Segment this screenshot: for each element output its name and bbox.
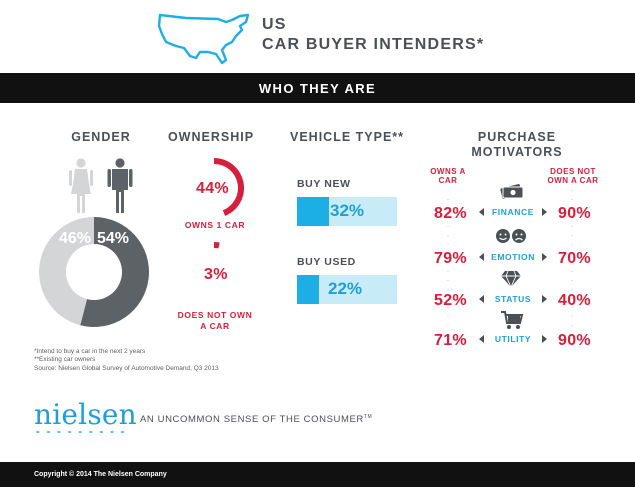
cart-icon — [500, 310, 524, 335]
diamond-icon — [500, 270, 522, 293]
motivators-title-line-1: PURCHASE — [477, 130, 557, 144]
left-arrow-icon — [479, 208, 484, 216]
us-map-outline-icon — [157, 13, 250, 65]
motivator-label: UTILITY — [494, 334, 532, 344]
owns-car-arc-segment — [214, 158, 245, 216]
footer-bar — [0, 462, 635, 487]
trademark: TM — [363, 414, 373, 420]
footnote-1: *Intend to buy a car in the next 2 years — [34, 348, 146, 355]
copyright: Copyright © 2014 The Nielsen Company — [34, 471, 167, 478]
buy-new-value: 32% — [330, 201, 365, 220]
tagline-text: AN UNCOMMON SENSE OF THE CONSUMER — [140, 414, 364, 425]
tagline: AN UNCOMMON SENSE OF THE CONSUMERTM — [140, 414, 372, 425]
faces-icon — [494, 228, 528, 249]
buy-new-label: BUY NEW — [297, 178, 351, 190]
buy-used-value: 22% — [328, 279, 363, 298]
gender-slice-0 — [39, 217, 94, 326]
banner-title: WHO THEY ARE — [258, 81, 377, 96]
banner — [0, 73, 635, 103]
owns-car-value: 52% — [434, 292, 467, 309]
owns-car-value: 82% — [434, 205, 467, 222]
vehicle-type-title: VEHICLE TYPE** — [290, 130, 405, 144]
does-not-own-value: 70% — [558, 250, 591, 267]
right-arrow-icon — [542, 253, 547, 261]
male-icon — [107, 158, 133, 213]
does-not-own-value: 90% — [558, 332, 591, 349]
owns-car-column-header-line-1: OWNS A — [430, 167, 466, 176]
motivator-label: FINANCE — [492, 207, 534, 217]
does-not-own-label: DOES NOT OWN A CAR — [177, 310, 253, 331]
money-icon — [500, 183, 524, 204]
owns-car-value: 44% — [196, 180, 229, 197]
does-not-own-value: 3% — [204, 266, 228, 283]
owns-car-arc — [214, 158, 245, 216]
left-arrow-icon — [479, 335, 484, 343]
gender-slice-1 — [80, 217, 150, 327]
buy-used-label: BUY USED — [297, 256, 356, 268]
right-arrow-icon — [542, 335, 547, 343]
motivators-title-line-2: MOTIVATORS — [471, 145, 563, 159]
owns-car-label: OWNS 1 CAR — [184, 220, 246, 230]
left-arrow-icon — [479, 253, 484, 261]
does-not-own-column-header-line-1: DOES NOT — [550, 167, 596, 176]
owns-car-value: 71% — [434, 332, 467, 349]
does-not-own-value: 40% — [558, 292, 591, 309]
does-not-own-arc — [214, 242, 220, 249]
owns-car-column-header-line-2: CAR — [438, 176, 458, 185]
female-icon — [69, 158, 93, 213]
footnote-2: **Existing car owners — [34, 356, 96, 363]
left-arrow-icon — [479, 295, 484, 303]
buy-used-bar — [297, 275, 319, 304]
gender-title: GENDER — [71, 130, 131, 144]
ownership-title: OWNERSHIP — [167, 130, 255, 144]
title-line-1: US — [262, 16, 287, 33]
right-arrow-icon — [542, 208, 547, 216]
does-not-own-value: 90% — [558, 205, 591, 222]
female-percent: 46% — [59, 230, 91, 247]
buy-new-bar — [297, 197, 329, 226]
does-not-own-column-header-line-2: OWN A CAR — [547, 176, 599, 185]
nielsen-logo: nielsen — [34, 398, 137, 431]
motivator-label: EMOTION — [491, 252, 535, 262]
male-percent: 54% — [97, 230, 129, 247]
footnote-source: Source: Nielsen Global Survey of Automot… — [34, 365, 219, 372]
title-line-2: CAR BUYER INTENDERS* — [262, 36, 485, 53]
owns-car-value: 79% — [434, 250, 467, 267]
motivator-label: STATUS — [494, 294, 532, 304]
logo-dots — [36, 431, 125, 433]
does-not-own-arc-segment — [214, 242, 220, 249]
gender-donut-chart: 46% 54% — [39, 217, 150, 327]
right-arrow-icon — [542, 295, 547, 303]
